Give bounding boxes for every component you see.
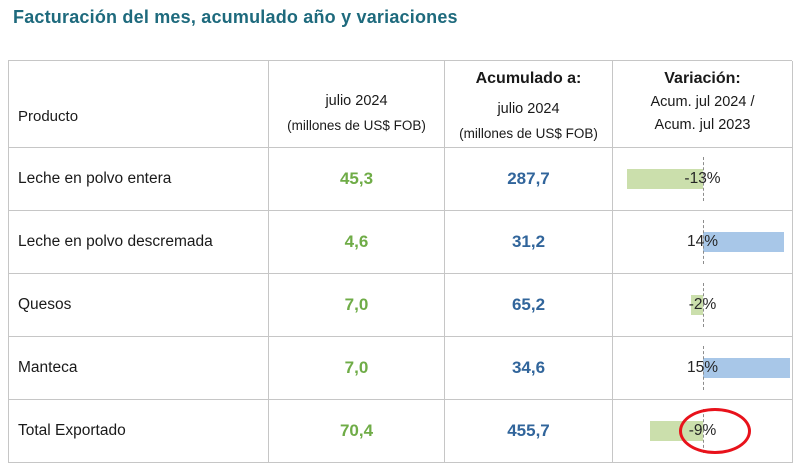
accumulated-value: 31,2 bbox=[445, 211, 613, 274]
variation-label: -9% bbox=[688, 422, 717, 439]
table-row: Manteca 7,0 34,6 15% bbox=[9, 337, 793, 400]
variation-zero-axis bbox=[702, 283, 704, 327]
accumulated-value: 455,7 bbox=[445, 400, 613, 463]
variation-cell: -2% bbox=[613, 274, 793, 337]
variation-bar bbox=[702, 358, 791, 378]
product-name: Quesos bbox=[9, 274, 269, 337]
header-accumulated-title: Acumulado a: bbox=[475, 70, 582, 87]
variation-cell: -9% bbox=[613, 400, 793, 463]
month-value: 7,0 bbox=[269, 337, 445, 400]
variation-label: -2% bbox=[688, 296, 717, 313]
product-name: Total Exportado bbox=[9, 400, 269, 463]
variation-bar bbox=[649, 421, 703, 441]
header-variation-title: Variación: bbox=[664, 70, 741, 87]
header-variation-cell: Variación: Acum. jul 2024 / Acum. jul 20… bbox=[613, 61, 793, 148]
export-billing-table: Producto julio 2024 (millones de US$ FOB… bbox=[8, 60, 793, 463]
header-variation-line1: Acum. jul 2024 / bbox=[650, 94, 755, 110]
header-accumulated-units: (millones de US$ FOB) bbox=[459, 126, 598, 141]
variation-cell: 15% bbox=[613, 337, 793, 400]
variation-zero-axis bbox=[702, 346, 704, 390]
product-name: Manteca bbox=[9, 337, 269, 400]
variation-bar bbox=[626, 169, 703, 189]
month-value: 45,3 bbox=[269, 148, 445, 211]
variation-cell: 14% bbox=[613, 211, 793, 274]
month-value: 4,6 bbox=[269, 211, 445, 274]
accumulated-value: 34,6 bbox=[445, 337, 613, 400]
variation-zero-axis bbox=[702, 409, 704, 453]
variation-zero-axis bbox=[702, 157, 704, 201]
variation-bar bbox=[690, 295, 703, 315]
variation-label: -13% bbox=[684, 170, 721, 187]
table-header-row: Producto julio 2024 (millones de US$ FOB… bbox=[9, 61, 793, 148]
product-name: Leche en polvo entera bbox=[9, 148, 269, 211]
month-value: 70,4 bbox=[269, 400, 445, 463]
month-value: 7,0 bbox=[269, 274, 445, 337]
variation-zero-axis bbox=[702, 220, 704, 264]
variation-label: 15% bbox=[686, 359, 719, 376]
variation-label: 14% bbox=[686, 233, 719, 250]
accumulated-value: 65,2 bbox=[445, 274, 613, 337]
header-month-cell: julio 2024 (millones de US$ FOB) bbox=[269, 61, 445, 148]
table-row: Quesos 7,0 65,2 -2% bbox=[9, 274, 793, 337]
page-title: Facturación del mes, acumulado año y var… bbox=[13, 7, 458, 27]
header-variation-line2: Acum. jul 2023 bbox=[654, 117, 751, 133]
table-body: Leche en polvo entera 45,3 287,7 -13% Leche … bbox=[9, 148, 793, 463]
table-row: Leche en polvo descremada 4,6 31,2 14% bbox=[9, 211, 793, 274]
header-producto-label: Producto bbox=[18, 108, 79, 125]
header-month-units: (millones de US$ FOB) bbox=[287, 118, 426, 133]
product-name: Leche en polvo descremada bbox=[9, 211, 269, 274]
accumulated-value: 287,7 bbox=[445, 148, 613, 211]
table-row: Leche en polvo entera 45,3 287,7 -13% bbox=[9, 148, 793, 211]
header-accumulated-cell: Acumulado a: julio 2024 (millones de US$… bbox=[445, 61, 613, 148]
variation-cell: -13% bbox=[613, 148, 793, 211]
header-accumulated-label: julio 2024 bbox=[497, 101, 560, 117]
header-month-label: julio 2024 bbox=[325, 93, 388, 109]
table-row: Total Exportado 70,4 455,7 -9% bbox=[9, 400, 793, 463]
header-producto-cell: Producto bbox=[9, 61, 269, 148]
variation-bar bbox=[702, 232, 785, 252]
